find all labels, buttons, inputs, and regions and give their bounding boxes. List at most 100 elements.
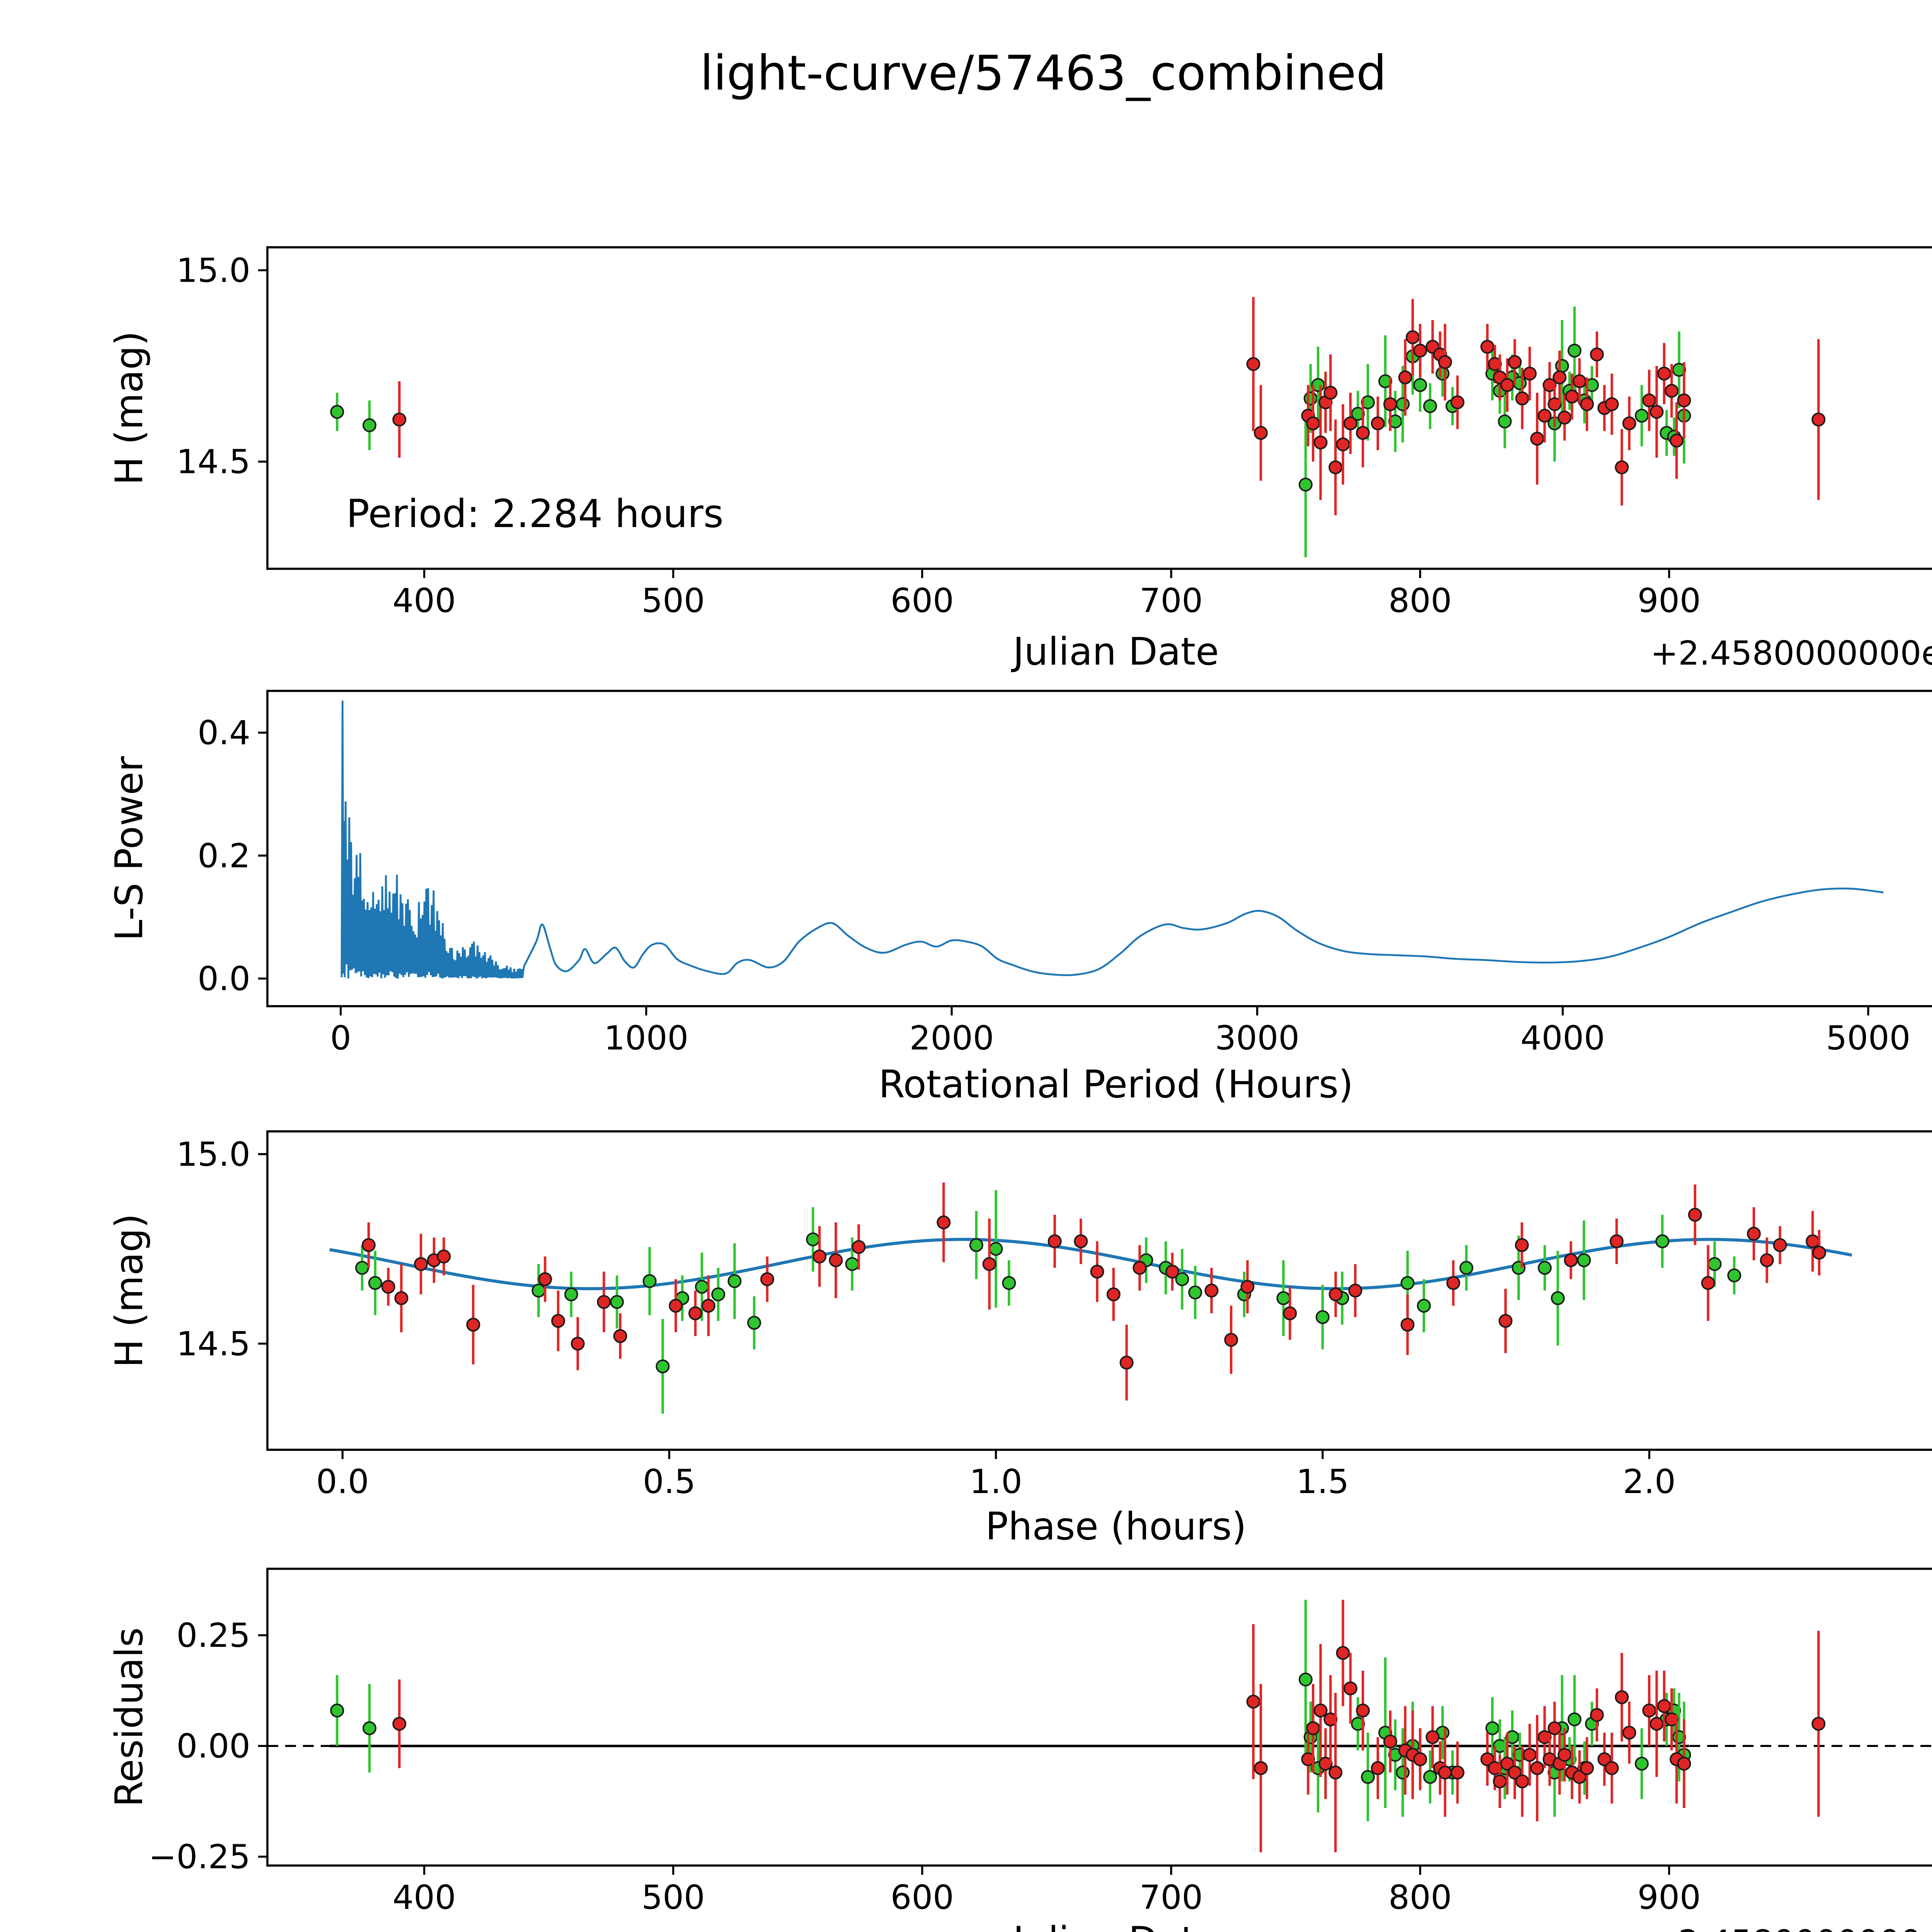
data-point xyxy=(538,1272,552,1286)
data-point xyxy=(937,1215,951,1230)
period-annotation: Period: 2.284 hours xyxy=(346,491,724,536)
axes-frame xyxy=(266,1130,1932,1451)
panel3-ylabel: H (mag) xyxy=(107,1213,151,1367)
y-tick-label: 0.2 xyxy=(197,837,250,875)
data-point xyxy=(1074,1234,1088,1248)
periodogram-line xyxy=(340,701,1884,979)
data-point xyxy=(1580,397,1594,412)
data-point xyxy=(1727,1268,1742,1282)
axes-frame xyxy=(266,246,1932,570)
data-point xyxy=(1090,1264,1104,1279)
data-point xyxy=(1425,1730,1440,1744)
data-point xyxy=(1400,1276,1415,1290)
x-tick-label: 5000 xyxy=(1826,1019,1910,1058)
data-point xyxy=(1298,478,1313,492)
data-point xyxy=(1508,1765,1522,1780)
data-point xyxy=(1806,1234,1820,1248)
panel2-ylabel: L-S Power xyxy=(107,756,151,941)
data-point xyxy=(368,1276,382,1290)
panel1-xlabel: Julian Date xyxy=(1010,630,1219,674)
data-point xyxy=(1328,460,1343,474)
data-point xyxy=(1450,395,1464,410)
data-point xyxy=(1303,391,1318,406)
data-point xyxy=(613,1329,628,1343)
data-point xyxy=(1609,1234,1624,1248)
data-point xyxy=(1577,1253,1591,1267)
panel1-x-offset-text: +2.4580000000e6 xyxy=(1650,634,1932,673)
data-point xyxy=(1048,1234,1062,1248)
data-point xyxy=(1417,1299,1431,1313)
data-point xyxy=(1708,1257,1722,1271)
data-point xyxy=(414,1257,428,1271)
data-point xyxy=(1438,355,1452,369)
data-point xyxy=(1423,399,1437,413)
data-point xyxy=(1400,1318,1415,1332)
y-tick-label: 0.25 xyxy=(177,1616,250,1655)
data-point xyxy=(1459,1261,1473,1275)
data-point xyxy=(1348,1284,1362,1298)
data-point xyxy=(989,1242,1003,1256)
data-point xyxy=(437,1249,451,1264)
data-point xyxy=(1435,366,1450,381)
y-tick-label: 0.00 xyxy=(177,1727,250,1766)
data-point xyxy=(1498,414,1512,429)
data-point xyxy=(1530,1761,1544,1775)
data-point xyxy=(1106,1287,1121,1301)
data-point xyxy=(1253,1761,1268,1775)
data-point xyxy=(381,1280,395,1294)
data-point xyxy=(1343,416,1357,430)
data-point xyxy=(1670,434,1684,448)
data-point xyxy=(1371,1761,1385,1775)
x-tick-label: 1.5 xyxy=(1296,1463,1349,1501)
x-tick-label: 400 xyxy=(393,582,456,620)
data-point xyxy=(695,1280,709,1294)
red-points-series xyxy=(392,1600,1826,1852)
red-points-series xyxy=(392,297,1826,515)
data-point xyxy=(1361,1770,1375,1784)
data-point xyxy=(1564,1253,1578,1267)
data-point xyxy=(1306,1721,1320,1735)
data-point xyxy=(1224,1333,1238,1347)
data-point xyxy=(1396,397,1410,412)
data-point xyxy=(1336,1646,1350,1660)
x-tick-label: 500 xyxy=(641,1878,705,1917)
x-tick-label: 2.0 xyxy=(1623,1463,1676,1501)
x-tick-label: 3000 xyxy=(1215,1019,1299,1058)
panel4-ylabel: Residuals xyxy=(107,1628,151,1807)
data-point xyxy=(330,1703,344,1718)
panel1-ylabel: H (mag) xyxy=(107,331,151,485)
data-point xyxy=(1615,460,1629,474)
data-point xyxy=(1812,1245,1826,1260)
data-point xyxy=(688,1306,702,1320)
data-point xyxy=(643,1274,657,1288)
data-point xyxy=(760,1272,774,1286)
data-point xyxy=(1204,1284,1219,1298)
data-point xyxy=(1650,1717,1664,1731)
x-tick-label: 900 xyxy=(1638,582,1701,620)
data-point xyxy=(1508,355,1522,369)
data-point xyxy=(1537,1261,1552,1275)
data-point xyxy=(1446,1276,1461,1290)
x-tick-label: 800 xyxy=(1388,1878,1452,1917)
panel2-xlabel: Rotational Period (Hours) xyxy=(879,1063,1354,1107)
data-point xyxy=(1590,1708,1604,1722)
data-point xyxy=(845,1257,859,1271)
x-tick-label: 900 xyxy=(1638,1878,1701,1917)
data-point xyxy=(1485,1721,1500,1735)
x-tick-label: 1.0 xyxy=(969,1463,1022,1501)
data-point xyxy=(1553,370,1567,384)
data-point xyxy=(1634,1757,1649,1771)
data-point xyxy=(1406,330,1420,344)
data-point xyxy=(812,1249,827,1264)
data-point xyxy=(1276,1291,1291,1305)
data-point xyxy=(1413,344,1427,358)
data-point xyxy=(1175,1272,1189,1286)
data-point xyxy=(1622,416,1636,430)
data-point xyxy=(1537,408,1552,423)
fit-curve xyxy=(329,1238,1852,1291)
data-point xyxy=(1655,1234,1670,1248)
data-point xyxy=(551,1314,565,1328)
data-point xyxy=(1480,340,1495,354)
data-point xyxy=(806,1232,820,1247)
